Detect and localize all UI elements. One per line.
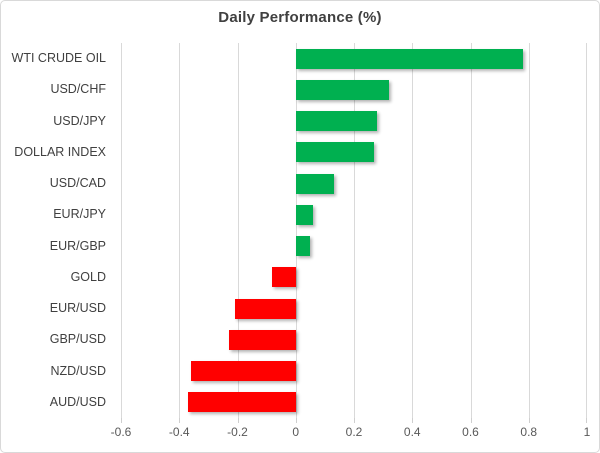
gridline--0.2 xyxy=(237,43,239,418)
axis-tick-0.6 xyxy=(470,418,472,423)
x-tick-label-0.2: 0.2 xyxy=(345,425,363,439)
category-label-eur-gbp: EUR/GBP xyxy=(49,238,106,253)
axis-tick--0.6 xyxy=(121,418,122,423)
category-label-aud-usd: AUD/USD xyxy=(49,394,106,409)
x-tick-label-0.4: 0.4 xyxy=(403,425,421,439)
bar-nzd-usd xyxy=(190,361,296,382)
category-label-usd-jpy: USD/JPY xyxy=(53,113,106,128)
gridline-0 xyxy=(295,43,297,418)
gridline--0.4 xyxy=(179,43,181,418)
chart-title: Daily Performance (%) xyxy=(218,9,382,26)
x-tick-label-0.8: 0.8 xyxy=(520,425,538,439)
axis-tick-0.8 xyxy=(528,418,530,423)
bar-eur-usd xyxy=(234,298,296,319)
x-tick-label-0: 0 xyxy=(292,425,300,439)
x-tick-label--0.6: -0.6 xyxy=(110,425,132,439)
gridline-1 xyxy=(586,43,587,418)
x-tick-label--0.2: -0.2 xyxy=(227,425,248,439)
category-label-nzd-usd: NZD/USD xyxy=(50,363,106,378)
category-label-wti-crude-oil: WTI CRUDE OIL xyxy=(11,51,106,65)
axis-tick--0.2 xyxy=(237,418,239,423)
bar-usd-chf xyxy=(295,79,389,100)
bar-eur-jpy xyxy=(295,204,314,225)
bar-usd-cad xyxy=(295,173,334,194)
category-label-dollar-index: DOLLAR INDEX xyxy=(14,144,106,159)
gridline-0.2 xyxy=(354,43,355,418)
axis-tick-0.4 xyxy=(412,418,414,423)
axis-tick-0 xyxy=(295,418,297,423)
category-label-eur-jpy: EUR/JPY xyxy=(53,207,106,222)
bar-wti-crude-oil xyxy=(295,48,523,69)
category-label-usd-chf: USD/CHF xyxy=(50,82,106,97)
category-label-gbp-usd: GBP/USD xyxy=(49,332,106,347)
x-tick-label--0.4: -0.4 xyxy=(168,425,190,439)
bar-aud-usd xyxy=(187,392,296,413)
gridline-0.4 xyxy=(412,43,414,418)
category-label-usd-cad: USD/CAD xyxy=(49,176,106,190)
x-tick-label-0.6: 0.6 xyxy=(462,425,479,439)
bar-dollar-index xyxy=(295,142,375,163)
bar-eur-gbp xyxy=(295,236,311,257)
category-label-gold: GOLD xyxy=(70,269,106,284)
bar-gold xyxy=(272,267,296,288)
plot-area xyxy=(121,43,587,418)
bar-usd-jpy xyxy=(295,111,378,132)
gridline--0.6 xyxy=(121,43,122,418)
axis-tick-1 xyxy=(586,418,587,423)
x-tick-label-1: 1 xyxy=(583,425,591,439)
axis-tick--0.4 xyxy=(179,418,181,423)
category-label-eur-usd: EUR/USD xyxy=(49,301,106,315)
axis-tick-0.2 xyxy=(354,418,355,423)
gridline-0.6 xyxy=(470,43,472,418)
gridline-0.8 xyxy=(528,43,530,418)
bar-gbp-usd xyxy=(228,329,296,350)
